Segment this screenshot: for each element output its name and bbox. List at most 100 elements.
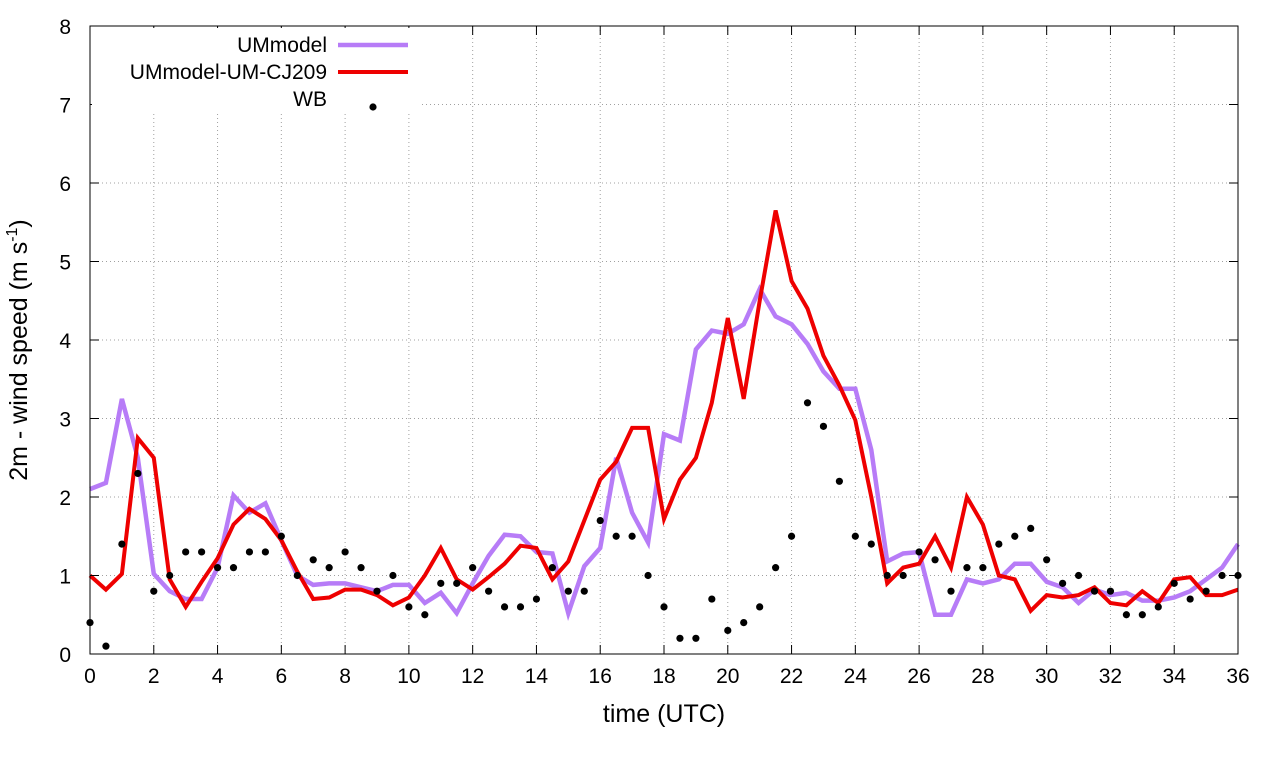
data-point bbox=[580, 587, 588, 595]
data-point bbox=[102, 642, 110, 650]
data-point bbox=[166, 571, 174, 580]
data-point bbox=[1202, 587, 1210, 595]
axis-ticks: 0 2 4 6 8 10 12 14 16 18 20 22 24 26 28 30 32 34 360123456… bbox=[59, 16, 1249, 688]
data-point bbox=[198, 548, 206, 556]
x-tick-label: 0 bbox=[84, 665, 96, 688]
data-point bbox=[772, 564, 780, 572]
data-point bbox=[500, 603, 509, 611]
data-point bbox=[389, 571, 397, 580]
data-point bbox=[1027, 524, 1035, 533]
data-point bbox=[931, 556, 939, 564]
data-point bbox=[1074, 571, 1083, 580]
y-axis-label-main: 2m - wind speed (m s bbox=[5, 242, 33, 481]
data-point bbox=[1106, 587, 1115, 595]
data-point bbox=[150, 587, 158, 595]
data-point bbox=[134, 469, 142, 478]
x-tick-label: 2 bbox=[148, 665, 160, 688]
data-point bbox=[1043, 556, 1051, 564]
data-point bbox=[118, 540, 126, 548]
data-point bbox=[277, 532, 285, 540]
data-point bbox=[724, 626, 732, 635]
legend-label: WB bbox=[293, 88, 327, 111]
data-point bbox=[819, 422, 828, 430]
x-tick-label: 32 bbox=[1099, 665, 1122, 688]
data-point bbox=[1154, 603, 1162, 611]
x-tick-label: 22 bbox=[780, 665, 803, 688]
y-tick-label: 4 bbox=[59, 330, 71, 353]
data-point bbox=[437, 579, 445, 587]
x-tick-label: 10 bbox=[397, 665, 420, 688]
data-point bbox=[915, 548, 923, 556]
data-point bbox=[756, 603, 764, 611]
data-point bbox=[1090, 587, 1099, 595]
data-point bbox=[596, 516, 604, 525]
data-point bbox=[1059, 579, 1067, 587]
x-tick-label: 24 bbox=[844, 665, 868, 688]
x-tick-label: 30 bbox=[1035, 665, 1058, 688]
data-point bbox=[293, 571, 301, 580]
data-point bbox=[899, 571, 907, 580]
y-axis-label-close: ) bbox=[5, 219, 33, 227]
data-point bbox=[532, 595, 541, 603]
data-point bbox=[883, 571, 891, 580]
data-point bbox=[469, 564, 477, 572]
series-wb bbox=[86, 399, 1242, 650]
y-tick-label: 1 bbox=[59, 566, 71, 589]
x-tick-label: 6 bbox=[275, 665, 287, 688]
x-tick-label: 8 bbox=[339, 665, 351, 688]
data-point bbox=[373, 587, 381, 595]
x-tick-label: 16 bbox=[589, 665, 612, 688]
data-point bbox=[1122, 611, 1130, 619]
data-point bbox=[213, 564, 222, 572]
gridlines bbox=[90, 26, 1238, 654]
data-point bbox=[708, 595, 716, 603]
data-point bbox=[660, 603, 668, 611]
data-point bbox=[692, 634, 700, 642]
x-tick-label: 36 bbox=[1226, 665, 1249, 688]
data-point bbox=[421, 611, 429, 619]
data-point bbox=[947, 587, 955, 595]
data-point bbox=[453, 579, 461, 587]
legend-label: UMmodel bbox=[237, 34, 327, 57]
x-tick-label: 34 bbox=[1163, 665, 1187, 688]
data-point bbox=[867, 540, 875, 548]
data-point bbox=[564, 587, 572, 595]
data-point bbox=[1218, 571, 1226, 580]
series-ummodel-um-cj209 bbox=[88, 210, 1239, 615]
legend-label: UMmodel-UM-CJ209 bbox=[130, 61, 327, 84]
x-tick-label: 14 bbox=[525, 665, 549, 688]
data-point bbox=[835, 477, 843, 485]
data-point bbox=[644, 571, 652, 580]
data-point bbox=[979, 564, 987, 572]
y-tick-label: 0 bbox=[59, 644, 71, 667]
data-point bbox=[261, 548, 269, 556]
data-point bbox=[612, 532, 620, 540]
y-tick-label: 2 bbox=[59, 487, 71, 510]
data-point bbox=[245, 548, 254, 556]
data-point bbox=[851, 532, 859, 540]
data-point bbox=[341, 548, 349, 556]
y-axis-label: 2m - wind speed (m s-1) bbox=[4, 219, 33, 481]
data-point bbox=[357, 564, 365, 572]
data-point bbox=[1138, 611, 1146, 619]
data-point bbox=[1011, 532, 1019, 540]
data-point bbox=[309, 556, 317, 564]
y-tick-label: 8 bbox=[59, 16, 71, 39]
x-axis-label: time (UTC) bbox=[603, 700, 725, 728]
data-point bbox=[229, 564, 238, 572]
x-tick-label: 20 bbox=[716, 665, 739, 688]
data-point bbox=[963, 564, 971, 572]
series-line bbox=[88, 210, 1239, 615]
x-tick-label: 12 bbox=[461, 665, 484, 688]
x-tick-label: 26 bbox=[907, 665, 930, 688]
data-point bbox=[995, 540, 1003, 548]
legend: UMmodel UMmodel-UM-CJ209 WB bbox=[92, 28, 422, 112]
data-point bbox=[628, 532, 636, 540]
y-tick-label: 5 bbox=[59, 252, 71, 275]
y-axis-label-superscript: -1 bbox=[4, 227, 21, 241]
x-tick-label: 28 bbox=[971, 665, 994, 688]
data-point bbox=[325, 564, 333, 572]
data-point bbox=[182, 548, 190, 556]
